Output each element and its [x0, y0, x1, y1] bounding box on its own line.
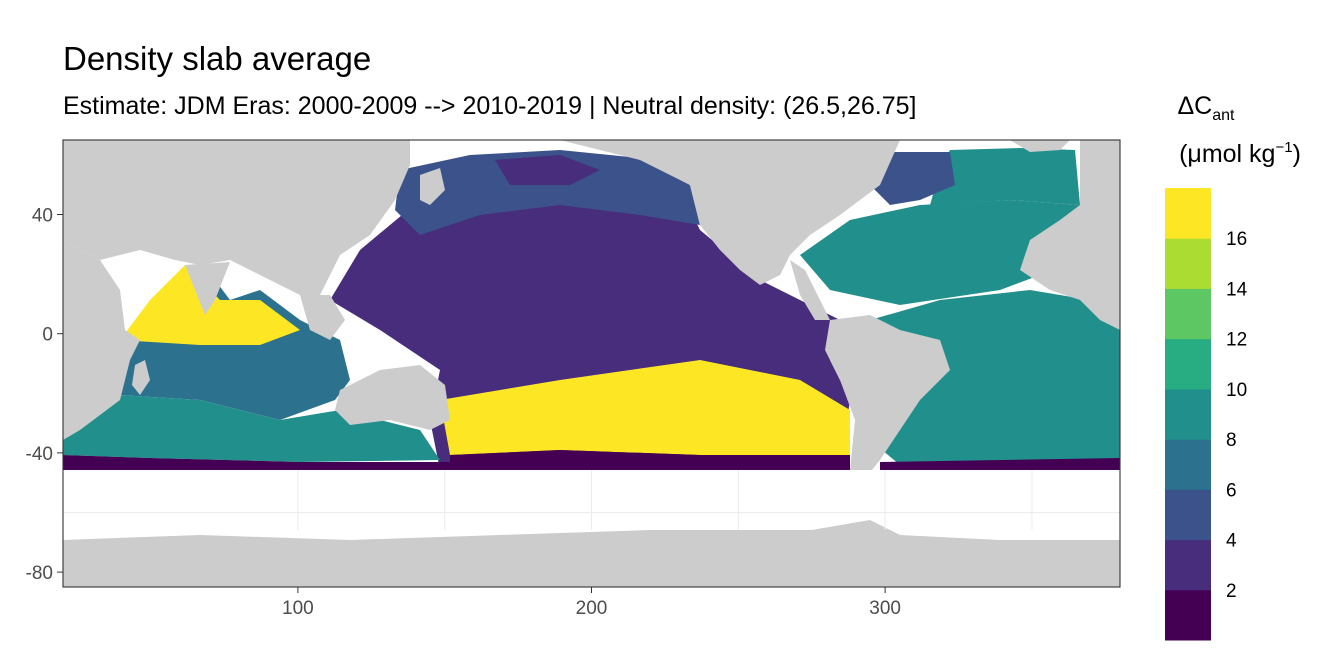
region-southern-boundary-indian [63, 455, 450, 470]
chart-title: Density slab average [63, 40, 372, 77]
x-tick-label: 300 [869, 598, 901, 619]
land-europe-africa-east [1020, 140, 1120, 330]
x-tick-label: 200 [576, 598, 608, 619]
legend-title-unit: (μmol kg [1179, 140, 1275, 168]
legend: ΔCant (μmol kg−1) 2 4 6 8 10 12 14 16 [1165, 92, 1301, 641]
x-axis: 100 200 300 [282, 587, 901, 619]
land-india [185, 262, 230, 315]
region-atlantic-south-boundary [880, 458, 1120, 470]
legend-title-close: ) [1293, 140, 1301, 168]
land-africa [63, 240, 140, 440]
legend-title-main: ΔC [1177, 92, 1212, 120]
legend-swatch [1165, 439, 1211, 490]
legend-break-label: 8 [1226, 430, 1237, 451]
legend-swatch [1165, 238, 1211, 289]
y-tick-label: -80 [26, 563, 53, 584]
legend-swatch [1165, 539, 1211, 591]
legend-break-label: 4 [1226, 531, 1237, 552]
ocean-field [63, 148, 1120, 470]
region-north-pacific-core [495, 155, 600, 185]
legend-title-sup: −1 [1275, 139, 1292, 156]
land-japan [420, 168, 445, 205]
land-south-america [825, 315, 950, 485]
y-tick-label: 0 [42, 325, 53, 346]
legend-break-label: 16 [1226, 229, 1247, 250]
legend-swatch [1165, 589, 1211, 641]
legend-title-line1: ΔCant [1177, 92, 1235, 124]
land-madagascar [132, 360, 150, 395]
legend-break-label: 10 [1226, 380, 1247, 401]
legend-colorbar [1165, 188, 1211, 641]
land-greenland [1010, 140, 1070, 152]
legend-title-line2: (μmol kg−1) [1179, 139, 1301, 168]
legend-labels: 2 4 6 8 10 12 14 16 [1226, 229, 1248, 602]
x-tick-label: 100 [282, 598, 314, 619]
legend-break-label: 14 [1226, 279, 1248, 300]
y-tick-label: 40 [32, 206, 53, 227]
land-north-america [560, 140, 900, 285]
land-eurasia [63, 140, 410, 295]
land-central-america [790, 260, 830, 320]
legend-swatch [1165, 489, 1211, 541]
legend-break-label: 12 [1226, 330, 1247, 351]
legend-swatch [1165, 338, 1211, 390]
region-north-pacific-subarctic [395, 150, 700, 235]
plot-panel [62, 139, 1121, 588]
region-subtropical-north-atlantic [800, 200, 1080, 305]
land-southeast-asia [300, 295, 345, 340]
legend-swatch [1165, 388, 1211, 440]
legend-swatch [1165, 288, 1211, 340]
grid-lines [63, 470, 1120, 530]
y-axis: 40 0 -40 -80 [26, 206, 63, 584]
region-indian-ocean [63, 260, 350, 440]
legend-swatch [1165, 188, 1211, 239]
legend-break-label: 6 [1226, 480, 1237, 501]
legend-break-label: 2 [1226, 581, 1237, 602]
region-southern-boundary-pacific [450, 450, 850, 470]
region-south-atlantic-core [940, 360, 1110, 450]
land-australia [335, 365, 450, 430]
chart-subtitle: Estimate: JDM Eras: 2000-2009 --> 2010-2… [63, 92, 917, 120]
land-antarctica-fill [63, 520, 1120, 587]
region-southern-pacific [440, 360, 850, 455]
region-labrador-greenland [930, 148, 1080, 205]
y-tick-label: -40 [26, 444, 53, 465]
legend-title-sub: ant [1212, 107, 1235, 124]
